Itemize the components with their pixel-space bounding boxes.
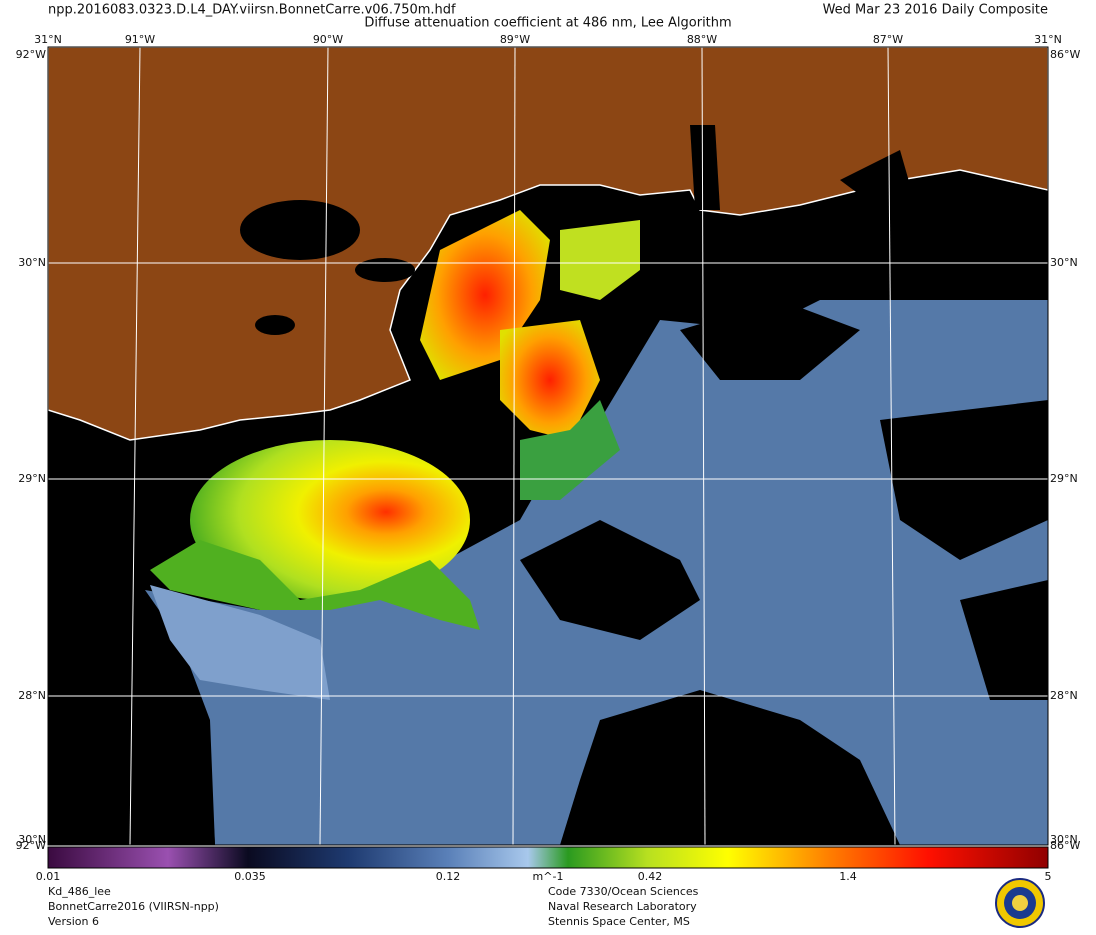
colorbar-tick-label: 1.4 [839,870,857,883]
colorbar [47,846,1049,869]
map-image [48,47,1048,845]
footer-right: Code 7330/Ocean Sciences [548,885,699,898]
footer-right: Stennis Space Center, MS [548,915,690,928]
lon-label: 89°W [500,33,530,46]
date-label: Wed Mar 23 2016 Daily Composite [823,3,1048,18]
footer-left: BonnetCarre2016 (VIIRSN-npp) [48,900,219,913]
corner-label: 30°N [18,833,46,846]
map-frame [47,46,1049,846]
colorbar-tick-label: 0.42 [638,870,663,883]
corner-label: 92°W [16,839,46,852]
corner-label: 86°W [1050,839,1080,852]
file-name: npp.2016083.0323.D.L4_DAY.viirsn.BonnetC… [48,3,456,18]
map-title: Diffuse attenuation coefficient at 486 n… [364,16,731,31]
footer-left: Kd_486_lee [48,885,111,898]
footer-right: Naval Research Laboratory [548,900,697,913]
nrl-logo [995,878,1045,928]
lat-label: 29°N [1050,472,1078,485]
colorbar-tick-label: 0.01 [36,870,61,883]
footer-left: Version 6 [48,915,99,928]
corner-label: 31°N [34,33,62,46]
colorbar-tick-label: 0.035 [234,870,266,883]
colorbar-tick-label: 0.12 [436,870,461,883]
lat-label: 28°N [18,689,46,702]
lon-label: 87°W [873,33,903,46]
lat-label: 29°N [18,472,46,485]
lat-label: 28°N [1050,689,1078,702]
graticule [48,47,1048,845]
lat-label: 30°N [18,256,46,269]
colorbar-unit: m^-1 [533,870,564,883]
map-labels: 31°N 31°N 92°W 86°W 30°N 30°N 92°W 86°W [16,33,1081,852]
lat-label: 30°N [1050,256,1078,269]
corner-label: 86°W [1050,48,1080,61]
corner-label: 31°N [1034,33,1062,46]
lon-label: 90°W [313,33,343,46]
colorbar-tick-label: 5 [1045,870,1052,883]
corner-label: 92°W [16,48,46,61]
lon-label: 91°W [125,33,155,46]
corner-label: 30°N [1050,833,1078,846]
lon-label: 88°W [687,33,717,46]
